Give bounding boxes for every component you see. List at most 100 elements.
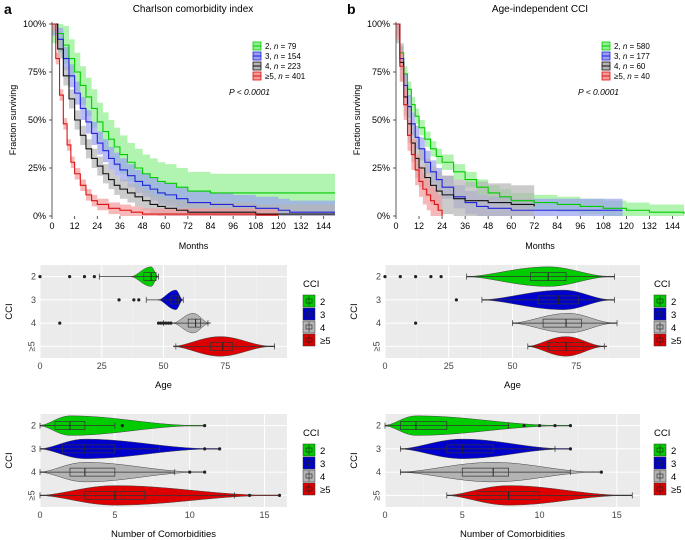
x-tick-label: 15 bbox=[612, 510, 622, 520]
legend-label-0: 2 bbox=[671, 446, 676, 457]
outlier-point bbox=[159, 321, 163, 325]
x-tick-label: 24 bbox=[92, 221, 102, 231]
y-tick-label: 0% bbox=[33, 211, 46, 221]
outlier-point bbox=[120, 424, 124, 428]
x-tick-label: 108 bbox=[596, 221, 611, 231]
legend-key-box-0 bbox=[305, 447, 313, 453]
box-3 bbox=[210, 342, 234, 351]
outlier-point bbox=[454, 298, 458, 302]
legend-title: CCI bbox=[654, 279, 670, 290]
outlier-point bbox=[58, 321, 62, 325]
x-tick-label: 50 bbox=[158, 361, 168, 371]
legend-sep: , bbox=[618, 62, 622, 71]
outlier-point bbox=[164, 321, 168, 325]
outlier-point bbox=[38, 275, 42, 279]
outlier-point bbox=[218, 447, 222, 451]
outlier-point bbox=[156, 321, 161, 325]
panel-label-a: a bbox=[4, 1, 12, 17]
y-tick-label: 25% bbox=[28, 163, 46, 173]
x-tick-label: 12 bbox=[70, 221, 80, 231]
legend-eq: = bbox=[632, 72, 641, 81]
comorbidity-violin-a: 0 5 10 15 2 3 4 ≥5 Number of Comorbidities CCI CCI… bbox=[4, 414, 331, 540]
y-tick-label: 2 bbox=[376, 421, 381, 431]
x-tick-label: 10 bbox=[185, 510, 195, 520]
x-tick-label: 96 bbox=[575, 221, 585, 231]
x-tick-label: 144 bbox=[665, 221, 680, 231]
y-tick-label: ≥5 bbox=[371, 341, 381, 351]
box-0 bbox=[400, 421, 448, 430]
legend-eq: = bbox=[627, 42, 636, 51]
legend-label-3: ≥5, n = 40 bbox=[614, 72, 650, 81]
legend-label-3: ≥5, n = 401 bbox=[265, 72, 306, 81]
panel-label-b: b bbox=[347, 1, 356, 17]
legend-label-3: ≥5 bbox=[320, 336, 331, 347]
legend-label-1: 3, n = 177 bbox=[614, 52, 650, 61]
x-tick-label: 108 bbox=[248, 221, 263, 231]
x-tick-label: 15 bbox=[260, 510, 270, 520]
x-tick-label: 48 bbox=[483, 221, 493, 231]
y-tick-label: 0% bbox=[377, 211, 390, 221]
y-tick-label: 3 bbox=[376, 444, 381, 454]
legend-group: 2 bbox=[614, 42, 619, 51]
x-tick-label: 72 bbox=[529, 221, 539, 231]
legend-key-box-3 bbox=[656, 486, 664, 492]
y-tick-label: 3 bbox=[31, 444, 36, 454]
legend-key-box-2 bbox=[656, 473, 664, 479]
x-tick-label: 12 bbox=[414, 221, 424, 231]
legend-n-symbol: n bbox=[278, 72, 283, 81]
legend-label-3: ≥5 bbox=[320, 485, 331, 496]
x-tick-label: 132 bbox=[294, 221, 309, 231]
y-axis-label: CCI bbox=[4, 452, 15, 468]
x-tick-label: 0 bbox=[37, 361, 42, 371]
x-tick-label: 60 bbox=[160, 221, 170, 231]
x-tick-label: 60 bbox=[506, 221, 516, 231]
legend-sep: , bbox=[269, 42, 273, 51]
x-tick-label: 0 bbox=[393, 221, 398, 231]
legend-group: 3 bbox=[265, 52, 270, 61]
box-2 bbox=[69, 467, 116, 477]
box-2 bbox=[187, 318, 201, 328]
legend-group: 4 bbox=[614, 62, 619, 71]
y-tick-label: 4 bbox=[376, 318, 381, 328]
legend-n-symbol: n bbox=[623, 62, 628, 71]
x-tick-label: 72 bbox=[183, 221, 193, 231]
x-tick-label: 0 bbox=[49, 221, 54, 231]
legend-group: ≥5 bbox=[614, 72, 623, 81]
y-tick-label: 75% bbox=[28, 67, 46, 77]
outlier-point bbox=[247, 493, 252, 497]
x-tick-label: 24 bbox=[437, 221, 447, 231]
legend-n-symbol: n bbox=[623, 52, 628, 61]
y-tick-label: 3 bbox=[376, 295, 381, 305]
legend-key-box-2 bbox=[305, 473, 313, 479]
legend-label-2: 4, n = 60 bbox=[614, 62, 646, 71]
y-tick-label: 4 bbox=[376, 467, 381, 477]
outlier-point bbox=[117, 298, 121, 302]
p-value: P < 0.0001 bbox=[229, 87, 270, 97]
outlier-point bbox=[203, 447, 207, 451]
legend-label-0: 2, n = 79 bbox=[265, 42, 297, 51]
legend-title: CCI bbox=[303, 428, 319, 439]
x-tick-label: 25 bbox=[444, 361, 454, 371]
y-tick-label: 4 bbox=[31, 467, 36, 477]
chart-title: Charlson comorbidity index bbox=[133, 4, 254, 15]
outlier-point bbox=[568, 447, 573, 451]
legend-label-2: 4 bbox=[320, 323, 325, 334]
y-tick-label: 50% bbox=[372, 115, 390, 125]
x-tick-label: 96 bbox=[228, 221, 238, 231]
legend-label-2: 4 bbox=[671, 472, 676, 483]
outlier-point bbox=[568, 424, 573, 428]
legend-n-symbol: n bbox=[274, 62, 279, 71]
legend-label-0: 2 bbox=[671, 297, 676, 308]
legend-n: 154 bbox=[287, 52, 301, 61]
legend-label-1: 3 bbox=[320, 459, 325, 470]
x-tick-label: 36 bbox=[460, 221, 470, 231]
x-tick-label: 120 bbox=[271, 221, 286, 231]
x-tick-label: 25 bbox=[97, 361, 107, 371]
legend-eq: = bbox=[278, 42, 287, 51]
legend-key-box-1 bbox=[656, 460, 664, 466]
legend-label-2: 4 bbox=[671, 323, 676, 334]
legend-label-1: 3 bbox=[671, 459, 676, 470]
outlier-point bbox=[68, 275, 72, 279]
